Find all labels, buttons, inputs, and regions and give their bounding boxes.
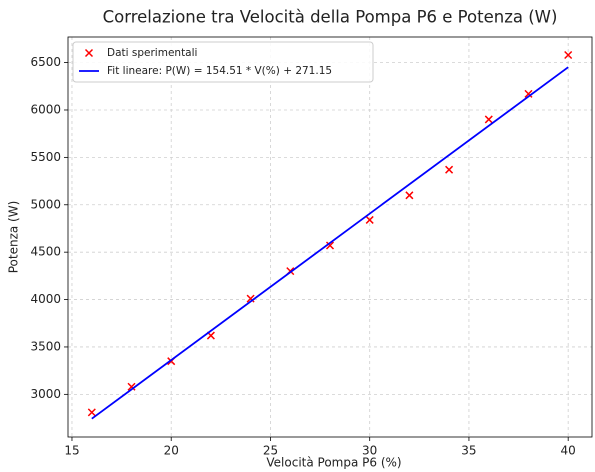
y-tick-label: 5500 [30, 150, 61, 164]
plot-frame [67, 36, 593, 438]
y-tick-label: 4000 [30, 292, 61, 306]
scatter-point [127, 382, 136, 391]
scatter-point [87, 408, 96, 417]
scatter-point [405, 191, 414, 200]
x-tick-label: 30 [362, 444, 377, 458]
y-tick-label: 4500 [30, 245, 61, 259]
legend-label: Fit lineare: P(W) = 154.51 * V(%) + 271.… [107, 65, 332, 77]
scatter-point [524, 89, 533, 98]
scatter-point [484, 115, 493, 124]
y-axis-label: Potenza (W) [7, 201, 21, 274]
x-tick-label: 25 [263, 444, 278, 458]
scatter-point [246, 294, 255, 303]
scatter-point [445, 165, 454, 174]
y-tick-label: 3500 [30, 339, 61, 353]
y-tick-label: 3000 [30, 387, 61, 401]
legend-label: Dati sperimentali [107, 47, 197, 59]
legend-swatch [84, 48, 94, 58]
y-tick-label: 5000 [30, 197, 61, 211]
y-tick-label: 6000 [30, 102, 61, 116]
chart-title: Correlazione tra Velocità della Pompa P6… [103, 8, 558, 27]
fit-line [91, 66, 569, 420]
x-axis-label: Velocità Pompa P6 (%) [266, 456, 401, 470]
scatter-point [564, 50, 573, 60]
x-tick-label: 40 [561, 444, 576, 458]
x-tick-label: 15 [64, 444, 79, 458]
x-tick-label: 35 [461, 444, 476, 458]
x-tick-label: 20 [164, 444, 179, 458]
scatter-point [325, 241, 335, 250]
y-tick-label: 6500 [30, 55, 61, 69]
scatter-point [365, 215, 374, 224]
legend-box [72, 41, 374, 83]
legend: Dati sperimentali Fit lineare: P(W) = 154… [72, 41, 374, 83]
